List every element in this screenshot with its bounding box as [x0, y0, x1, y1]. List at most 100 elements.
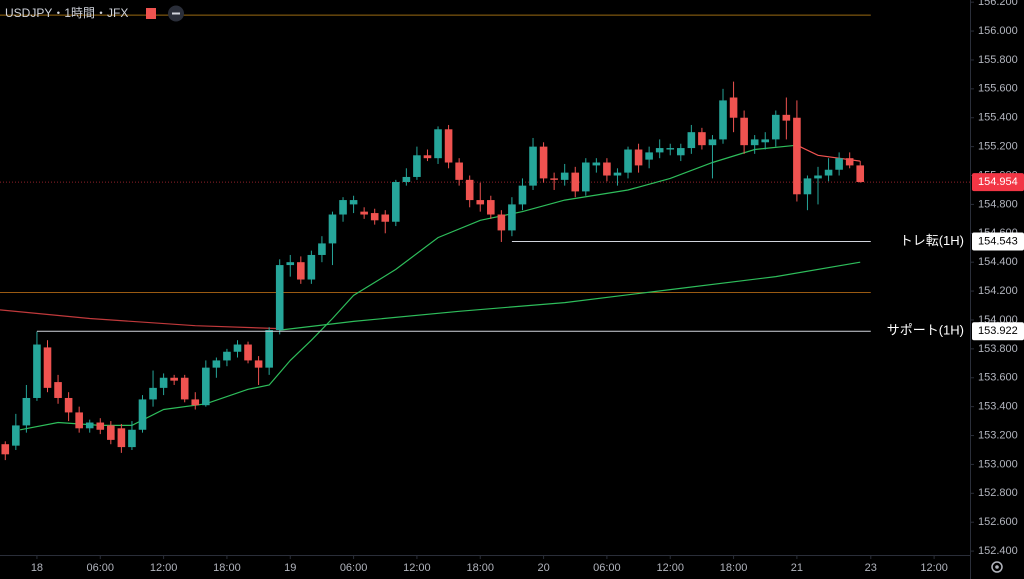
price-tag: 153.922: [978, 325, 1018, 337]
price-line-label: トレ転(1H): [900, 233, 964, 248]
candle-body: [318, 243, 326, 255]
chart-title: USDJPY・1時間・JFX: [5, 6, 128, 20]
y-tick-label: 154.200: [978, 285, 1018, 297]
candle-body: [180, 377, 189, 400]
y-tick-label: 153.800: [978, 343, 1018, 355]
candle-body: [307, 254, 316, 280]
candle-body: [402, 176, 411, 183]
candle-body: [138, 399, 147, 430]
candle-body: [96, 422, 105, 430]
y-tick-label: 154.400: [978, 256, 1018, 268]
candle-body: [107, 425, 115, 440]
price-line-label: サポート(1H): [887, 323, 964, 338]
candle-body: [381, 214, 390, 222]
candle-body: [782, 114, 791, 121]
y-tick-label: 153.000: [978, 458, 1018, 470]
candle-body: [423, 155, 432, 159]
y-tick-label: 153.600: [978, 372, 1018, 384]
candle-body: [560, 172, 569, 180]
price-line-label-bg: [872, 232, 968, 251]
candle-body: [12, 425, 20, 446]
candle-body: [708, 139, 717, 146]
symbol-flag-icon[interactable]: [146, 8, 156, 19]
candle-body: [465, 179, 474, 201]
x-tick-label: 20: [537, 562, 549, 574]
candle-body: [159, 377, 168, 388]
x-tick-label: 23: [865, 562, 877, 574]
price-line-label-bg: [872, 322, 968, 341]
candle-body: [719, 100, 727, 140]
candle-body: [550, 178, 558, 180]
candle-body: [254, 360, 263, 368]
settings-button[interactable]: [991, 561, 1003, 573]
candle-body: [149, 387, 157, 400]
candle-body: [265, 330, 273, 368]
settings-icon: [991, 561, 1003, 573]
candle-body: [634, 149, 643, 166]
x-tick-label: 12:00: [403, 562, 431, 574]
candle-body: [202, 367, 210, 406]
candle-body: [497, 214, 506, 231]
candle-body: [54, 382, 62, 398]
candle-body: [370, 213, 379, 221]
candle-body: [698, 132, 706, 146]
x-tick-label: 18:00: [466, 562, 494, 574]
candle-body: [793, 117, 801, 195]
candle-body: [244, 344, 252, 361]
y-tick-label: 155.400: [978, 112, 1018, 124]
candle-body: [286, 262, 295, 266]
current-price-tag-bg: [972, 173, 1024, 192]
candle-body: [571, 172, 580, 192]
x-tick-label: 12:00: [656, 562, 684, 574]
candle-body: [170, 377, 178, 381]
candle-body: [212, 360, 221, 368]
candle-body: [43, 347, 52, 388]
y-tick-label: 156.200: [978, 0, 1018, 8]
candle-body: [328, 214, 337, 244]
x-tick-label: 18:00: [213, 562, 241, 574]
candle-body: [349, 200, 358, 205]
candle-body: [771, 114, 780, 140]
candle-body: [582, 162, 590, 192]
x-tick-label: 06:00: [87, 562, 115, 574]
price-tag-bg: [972, 322, 1024, 341]
plot-area: [0, 14, 970, 461]
candle-body: [360, 211, 368, 215]
candle-body: [508, 204, 516, 231]
candle-body: [539, 146, 548, 179]
candle-body: [85, 422, 94, 429]
candle-body: [487, 200, 495, 215]
candle-body: [845, 158, 854, 166]
candle-body: [803, 178, 812, 195]
price-tag: 154.543: [978, 235, 1018, 247]
candle-body: [297, 262, 305, 280]
candle-body: [603, 162, 611, 176]
candle-body: [392, 182, 400, 222]
moving-average-line: [19, 144, 797, 431]
candle-body: [740, 117, 748, 146]
candle-body: [1, 444, 10, 455]
candle-body: [676, 148, 685, 156]
x-tick-label: 06:00: [340, 562, 368, 574]
candle-body: [856, 165, 865, 183]
y-tick-label: 155.600: [978, 83, 1018, 95]
candle-body: [128, 429, 136, 448]
candle-body: [275, 265, 284, 331]
settings-icon-center: [995, 565, 999, 569]
candle-body: [476, 200, 485, 205]
candle-body: [835, 158, 843, 170]
candle-body: [624, 149, 632, 173]
candle-body: [444, 129, 453, 163]
y-tick-label: 152.600: [978, 516, 1018, 528]
candle-body: [729, 97, 738, 118]
candle-body: [666, 148, 675, 150]
current-price-tag: 154.954: [978, 176, 1018, 188]
candle-body: [529, 146, 537, 186]
candle-body: [434, 129, 442, 159]
candle-body: [117, 428, 126, 448]
y-tick-label: 155.800: [978, 54, 1018, 66]
candle-body: [339, 200, 347, 215]
